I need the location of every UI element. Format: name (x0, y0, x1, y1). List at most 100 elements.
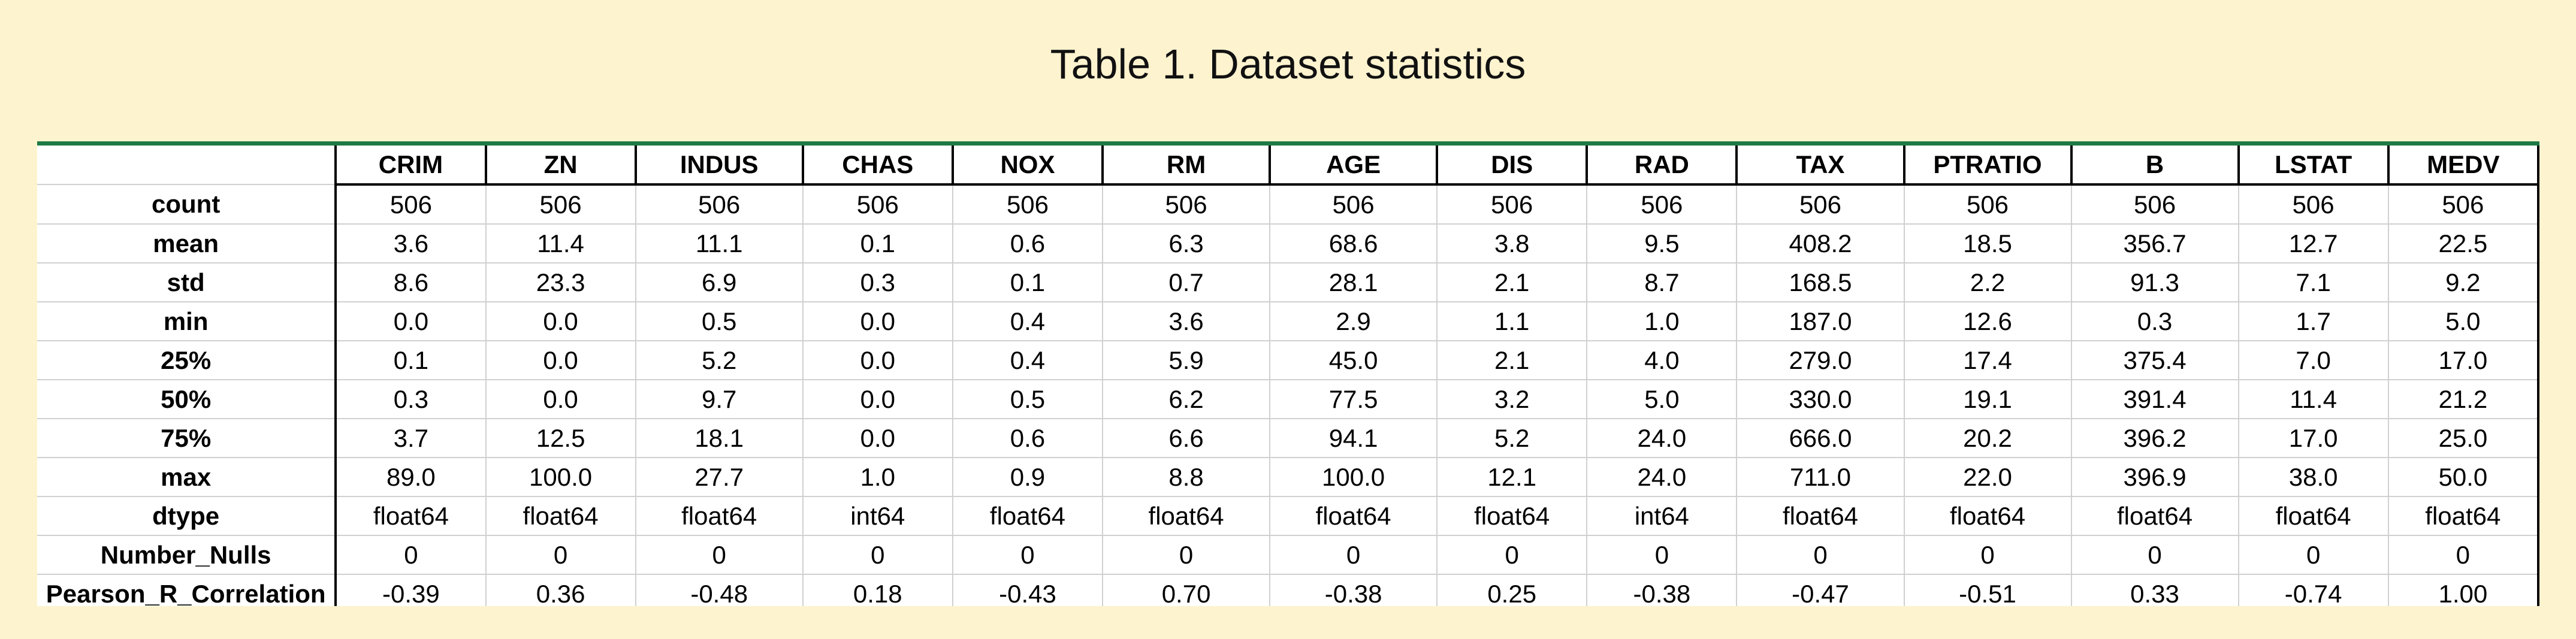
table-cell[interactable]: 19.1 (1904, 380, 2072, 419)
table-cell[interactable]: 17.4 (1904, 341, 2072, 380)
table-cell[interactable]: 7.0 (2238, 341, 2389, 380)
table-cell[interactable]: -0.38 (1587, 574, 1738, 606)
row-label[interactable]: std (37, 263, 337, 302)
row-label[interactable]: mean (37, 224, 337, 264)
table-cell[interactable]: float64 (635, 496, 804, 536)
table-cell[interactable]: 506 (2071, 184, 2239, 225)
table-cell[interactable]: 0.5 (952, 380, 1104, 419)
table-cell[interactable]: 0.33 (2071, 574, 2239, 606)
column-header[interactable]: CHAS (802, 146, 954, 186)
table-cell[interactable]: 506 (336, 184, 487, 225)
table-cell[interactable]: 17.0 (2388, 341, 2539, 380)
table-cell[interactable]: 22.0 (1904, 458, 2072, 497)
table-cell[interactable]: 12.1 (1437, 458, 1588, 497)
table-cell[interactable]: 12.6 (1904, 302, 2072, 341)
table-cell[interactable]: int64 (802, 496, 953, 536)
table-cell[interactable]: 3.7 (336, 419, 487, 458)
row-label[interactable]: dtype (37, 496, 337, 536)
row-label[interactable]: max (37, 458, 337, 497)
table-cell[interactable]: 506 (2238, 184, 2389, 225)
table-cell[interactable]: 28.1 (1270, 263, 1438, 302)
table-cell[interactable]: 8.8 (1103, 458, 1271, 497)
table-cell[interactable]: 1.1 (1437, 302, 1588, 341)
table-cell[interactable]: 396.9 (2071, 458, 2239, 497)
table-cell[interactable]: 2.9 (1270, 302, 1438, 341)
table-cell[interactable]: 279.0 (1737, 341, 1905, 380)
table-cell[interactable]: 0.36 (485, 574, 636, 606)
table-cell[interactable]: 0.9 (952, 458, 1104, 497)
table-cell[interactable]: 38.0 (2238, 458, 2389, 497)
table-cell[interactable]: 0 (1904, 535, 2072, 575)
table-cell[interactable]: 0.1 (336, 341, 487, 380)
table-cell[interactable]: float64 (1904, 496, 2072, 536)
table-cell[interactable]: float64 (2388, 496, 2539, 536)
table-cell[interactable]: 0.0 (802, 341, 953, 380)
table-cell[interactable]: 18.5 (1904, 224, 2072, 264)
table-cell[interactable]: 0.3 (336, 380, 487, 419)
table-cell[interactable]: -0.43 (952, 574, 1104, 606)
column-header[interactable]: CRIM (336, 146, 487, 186)
table-cell[interactable]: float64 (952, 496, 1104, 536)
table-cell[interactable]: 330.0 (1737, 380, 1905, 419)
table-cell[interactable]: 18.1 (635, 419, 804, 458)
table-cell[interactable]: 0 (635, 535, 804, 575)
column-header[interactable]: TAX (1737, 146, 1905, 186)
table-cell[interactable]: 0 (1103, 535, 1271, 575)
table-cell[interactable]: -0.38 (1270, 574, 1438, 606)
table-cell[interactable]: 0 (2388, 535, 2539, 575)
table-cell[interactable]: 1.7 (2238, 302, 2389, 341)
table-cell[interactable]: 1.0 (802, 458, 953, 497)
table-cell[interactable]: 408.2 (1737, 224, 1905, 264)
table-cell[interactable]: 21.2 (2388, 380, 2539, 419)
table-cell[interactable]: 94.1 (1270, 419, 1438, 458)
table-cell[interactable]: 0 (2071, 535, 2239, 575)
table-cell[interactable]: 0.0 (802, 419, 953, 458)
table-cell[interactable]: float64 (336, 496, 487, 536)
table-cell[interactable]: 45.0 (1270, 341, 1438, 380)
row-label[interactable]: count (37, 184, 337, 225)
table-cell[interactable]: 5.0 (1587, 380, 1738, 419)
table-cell[interactable]: float64 (2071, 496, 2239, 536)
table-cell[interactable]: 375.4 (2071, 341, 2239, 380)
table-cell[interactable]: 506 (1270, 184, 1438, 225)
table-cell[interactable]: 4.0 (1587, 341, 1738, 380)
table-cell[interactable]: 11.4 (2238, 380, 2389, 419)
table-cell[interactable]: 6.2 (1103, 380, 1271, 419)
table-cell[interactable]: 0.6 (952, 224, 1104, 264)
table-cell[interactable]: 68.6 (1270, 224, 1438, 264)
table-cell[interactable]: 666.0 (1737, 419, 1905, 458)
table-cell[interactable]: 0 (952, 535, 1104, 575)
column-header[interactable]: PTRATIO (1904, 146, 2073, 186)
row-label[interactable]: 50% (37, 380, 337, 419)
table-cell[interactable]: 6.6 (1103, 419, 1271, 458)
table-cell[interactable]: 25.0 (2388, 419, 2539, 458)
table-cell[interactable]: -0.74 (2238, 574, 2389, 606)
table-cell[interactable]: 506 (1587, 184, 1738, 225)
table-cell[interactable]: 6.3 (1103, 224, 1271, 264)
table-cell[interactable]: 0 (485, 535, 636, 575)
table-cell[interactable]: 100.0 (485, 458, 636, 497)
column-header[interactable]: ZN (485, 146, 637, 186)
column-header[interactable]: DIS (1437, 146, 1589, 186)
row-label[interactable]: Number_Nulls (37, 535, 337, 575)
table-cell[interactable]: 168.5 (1737, 263, 1905, 302)
table-cell[interactable]: 5.2 (635, 341, 804, 380)
table-cell[interactable]: 6.9 (635, 263, 804, 302)
table-cell[interactable]: 0.1 (802, 224, 953, 264)
table-cell[interactable]: 506 (1103, 184, 1271, 225)
table-cell[interactable]: 12.7 (2238, 224, 2389, 264)
table-cell[interactable]: 0.4 (952, 341, 1104, 380)
table-cell[interactable]: 5.0 (2388, 302, 2539, 341)
table-cell[interactable]: 0.3 (802, 263, 953, 302)
table-cell[interactable]: 506 (635, 184, 804, 225)
table-cell[interactable]: 0.0 (485, 302, 636, 341)
row-label[interactable]: Pearson_R_Correlation (37, 574, 337, 606)
column-header[interactable]: AGE (1270, 146, 1439, 186)
table-cell[interactable]: 391.4 (2071, 380, 2239, 419)
table-cell[interactable]: 50.0 (2388, 458, 2539, 497)
table-cell[interactable]: 0.6 (952, 419, 1104, 458)
table-cell[interactable]: -0.51 (1904, 574, 2072, 606)
table-cell[interactable]: 27.7 (635, 458, 804, 497)
table-cell[interactable]: 5.2 (1437, 419, 1588, 458)
table-cell[interactable]: int64 (1587, 496, 1738, 536)
